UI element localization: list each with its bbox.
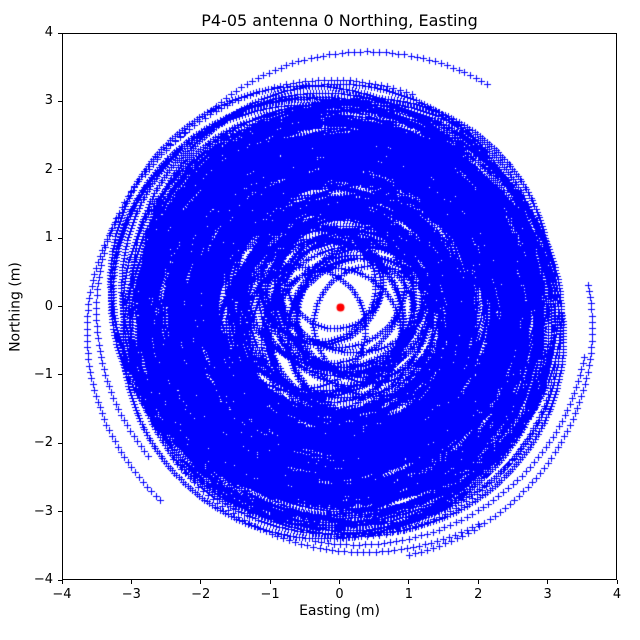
y-tick-label: −4 xyxy=(33,572,53,587)
x-tick-mark xyxy=(339,580,340,584)
x-tick-mark xyxy=(477,580,479,584)
x-tick-mark xyxy=(61,580,63,584)
y-tick-mark xyxy=(58,511,62,513)
y-tick-mark xyxy=(58,579,62,581)
y-tick-label: −3 xyxy=(33,503,53,519)
x-tick-label: −4 xyxy=(52,587,72,602)
y-tick-mark xyxy=(58,374,62,376)
x-tick-mark xyxy=(130,580,132,584)
y-tick-mark xyxy=(58,169,62,171)
x-tick-label: 3 xyxy=(543,587,552,602)
x-tick-mark xyxy=(547,580,549,584)
x-tick-mark xyxy=(616,580,618,584)
x-tick-label: −1 xyxy=(260,587,280,602)
y-tick-label: −1 xyxy=(33,366,53,382)
x-tick-label: 1 xyxy=(404,587,414,602)
y-tick-label: 3 xyxy=(44,93,53,109)
x-tick-label: 4 xyxy=(612,587,622,602)
x-tick-mark xyxy=(269,580,271,584)
x-tick-label: 2 xyxy=(474,587,483,602)
y-tick-label: 1 xyxy=(44,230,53,246)
y-tick-mark xyxy=(58,32,62,34)
plot-canvas xyxy=(63,34,618,581)
x-tick-mark xyxy=(408,580,410,584)
y-tick-label: 0 xyxy=(44,298,53,314)
x-tick-label: −2 xyxy=(191,587,211,602)
y-tick-mark xyxy=(58,100,62,102)
chart-title: P4-05 antenna 0 Northing, Easting xyxy=(201,11,478,30)
y-tick-label: −2 xyxy=(33,435,53,451)
y-tick-label: 4 xyxy=(44,25,53,40)
x-tick-label: −3 xyxy=(121,587,141,602)
x-tick-label: 0 xyxy=(335,587,344,602)
y-tick-mark xyxy=(58,306,62,307)
y-tick-mark xyxy=(58,442,62,444)
y-tick-label: 2 xyxy=(44,161,53,177)
x-axis-label: Easting (m) xyxy=(299,603,380,619)
plot-area xyxy=(62,33,618,581)
x-tick-mark xyxy=(200,580,202,584)
y-tick-mark xyxy=(58,237,62,239)
